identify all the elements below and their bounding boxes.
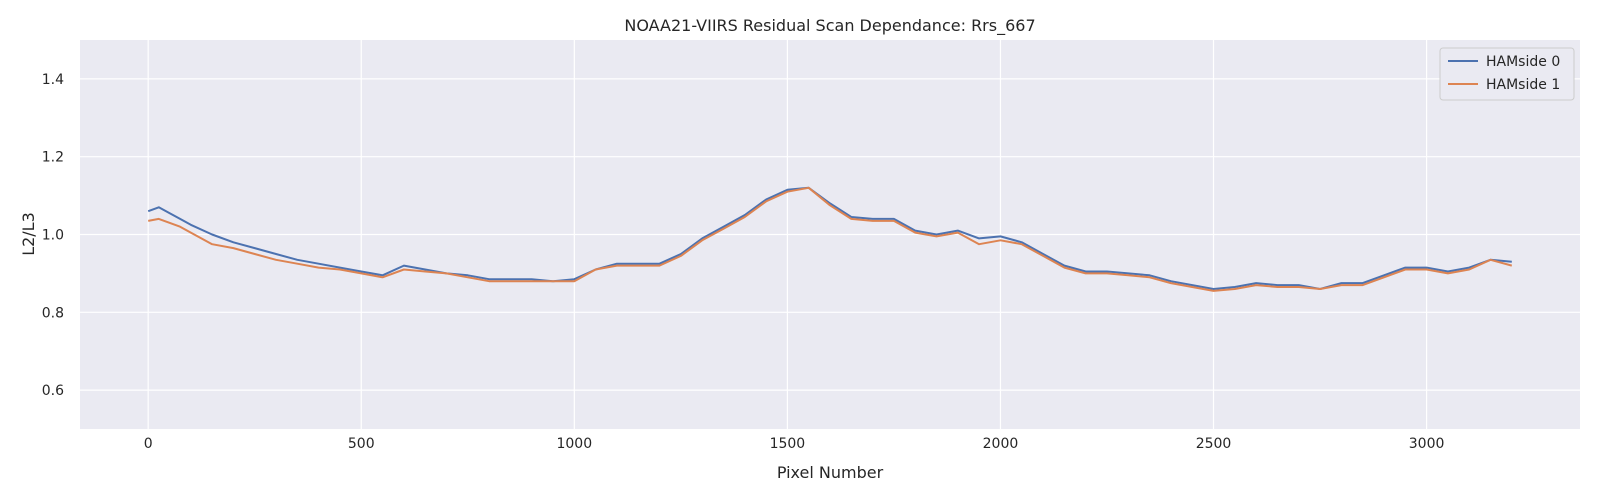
legend-label-hamside-1: HAMside 1 [1486, 77, 1560, 93]
legend: HAMside 0 HAMside 1 [1439, 47, 1575, 101]
y-tick-label: 0.8 [42, 305, 64, 321]
legend-label-hamside-0: HAMside 0 [1486, 54, 1560, 70]
x-tick-label: 500 [348, 436, 375, 452]
y-axis-title: L2/L3 [19, 212, 38, 256]
x-tick-label: 0 [144, 436, 153, 452]
series-line-hamside-1 [148, 186, 1513, 292]
y-tick-label: 0.6 [42, 383, 64, 399]
x-tick-label: 2000 [983, 436, 1019, 452]
x-tick-label: 2500 [1196, 436, 1232, 452]
y-tick-label: 1.0 [42, 228, 64, 244]
x-axis-title: Pixel Number [777, 463, 884, 482]
y-tick-label: 1.4 [42, 72, 64, 88]
tick-labels: 0 500 1000 1500 2000 2500 3000 0.6 0.8 1.0 1.2 1.4 [42, 72, 1445, 452]
grid [80, 40, 1580, 429]
x-tick-label: 1000 [556, 436, 592, 452]
chart-title: NOAA21-VIIRS Residual Scan Dependance: R… [624, 16, 1035, 36]
x-tick-label: 3000 [1409, 436, 1445, 452]
x-tick-label: 1500 [770, 436, 806, 452]
series-lines [147, 186, 1513, 292]
y-tick-label: 1.2 [42, 150, 64, 166]
